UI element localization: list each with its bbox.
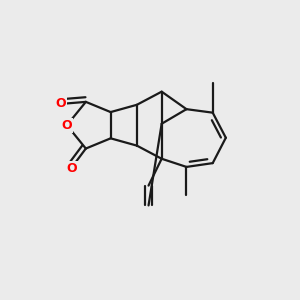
Text: O: O — [61, 119, 72, 132]
Text: O: O — [56, 98, 66, 110]
Text: O: O — [66, 162, 76, 175]
